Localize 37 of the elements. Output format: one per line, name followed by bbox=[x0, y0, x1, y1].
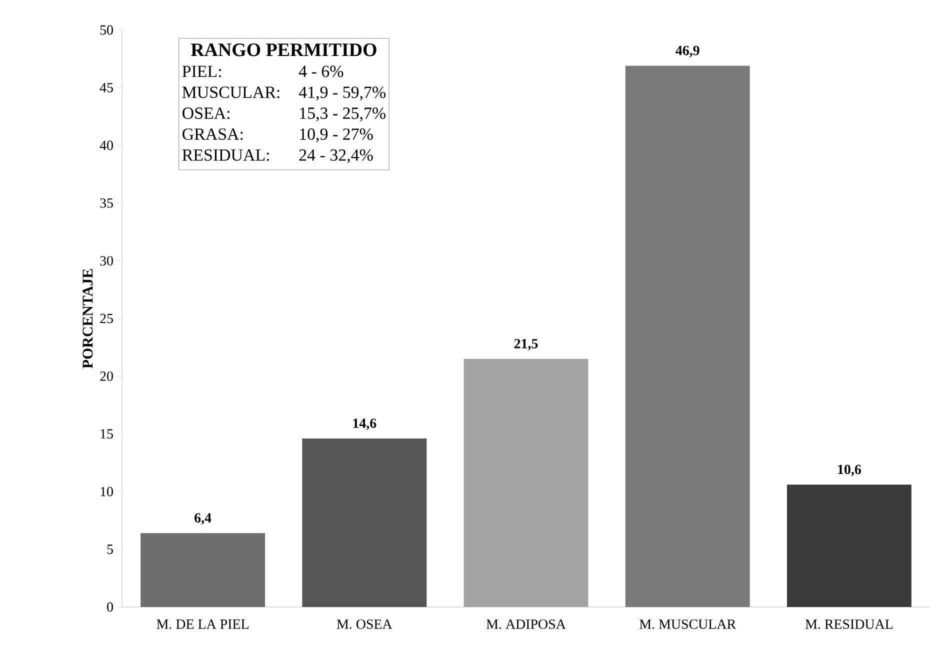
data-label: 46,9 bbox=[676, 46, 700, 58]
data-label: 14,6 bbox=[353, 418, 376, 430]
annotation: 41,9 - 59,7% bbox=[298, 86, 386, 100]
annotation: PIEL: bbox=[182, 66, 221, 78]
y-tick-label: 30 bbox=[100, 256, 113, 266]
annotation: RESIDUAL: bbox=[182, 149, 269, 161]
y-tick-label: 45 bbox=[100, 83, 113, 92]
y-tick-label: 5 bbox=[107, 544, 113, 554]
y-tick-label: 40 bbox=[100, 140, 113, 150]
annotation: 4 - 6% bbox=[298, 66, 344, 78]
y-tick-label: 20 bbox=[100, 371, 113, 381]
y-tick-label: 10 bbox=[100, 486, 113, 496]
data-label: 6,4 bbox=[194, 513, 212, 525]
bar bbox=[786, 484, 912, 607]
data-label: 21,5 bbox=[514, 338, 538, 350]
annotation: 24 - 32,4% bbox=[299, 149, 373, 164]
bar bbox=[302, 438, 427, 607]
annotation: 10,9 - 27% bbox=[300, 128, 373, 142]
bar bbox=[140, 533, 266, 607]
y-tick-label: 0 bbox=[107, 602, 113, 612]
x-tick-label: M. ADIPOSA bbox=[486, 619, 566, 629]
bar bbox=[625, 66, 750, 607]
annotation: RANGO PERMITIDO bbox=[190, 43, 376, 56]
y-tick-label: 25 bbox=[100, 314, 113, 324]
y-tick-label: 15 bbox=[100, 429, 113, 439]
x-tick-label: M. OSEA bbox=[336, 619, 392, 629]
annotation: MUSCULAR: bbox=[182, 86, 280, 98]
x-tick-label: M. RESIDUAL bbox=[805, 619, 893, 629]
annotation: 15,3 - 25,7% bbox=[300, 108, 386, 122]
x-tick-label: M. DE LA PIEL bbox=[156, 619, 248, 629]
data-label: 10,6 bbox=[838, 464, 861, 476]
y-axis-title: PORCENTAJE bbox=[82, 269, 93, 368]
annotation: OSEA: bbox=[182, 108, 230, 120]
y-tick-label: 50 bbox=[100, 25, 113, 35]
y-tick-label: 35 bbox=[100, 198, 113, 208]
x-tick-label: M. MUSCULAR bbox=[640, 619, 736, 629]
annotation: GRASA: bbox=[182, 128, 243, 140]
